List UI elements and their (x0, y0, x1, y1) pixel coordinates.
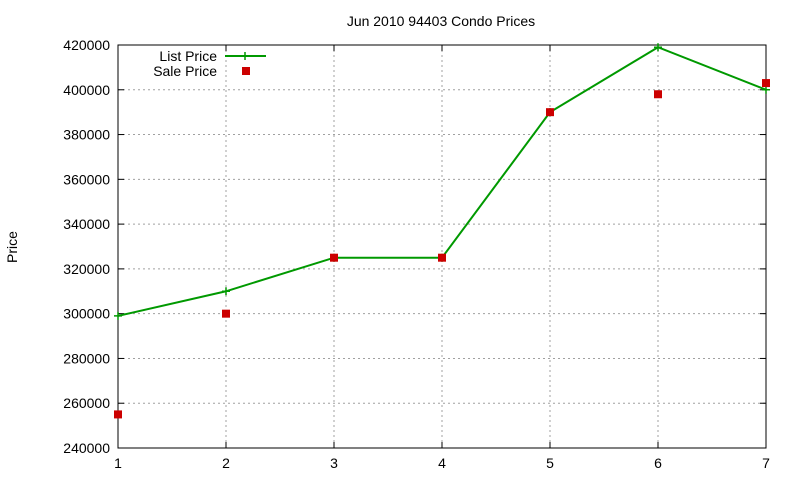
y-tick-label: 340000 (63, 216, 110, 232)
legend-label-list-price: List Price (159, 48, 217, 64)
sale-price-point (330, 253, 338, 262)
list-price-point (222, 287, 230, 296)
legend-label-sale-price: Sale Price (153, 63, 217, 79)
y-tick-label: 380000 (63, 127, 110, 143)
y-tick-label: 240000 (63, 440, 110, 456)
x-tick-label: 1 (114, 455, 122, 471)
x-tick-label: 3 (330, 455, 338, 471)
x-tick-label: 2 (222, 455, 230, 471)
y-tick-label: 260000 (63, 395, 110, 411)
y-axis-label: Price (4, 231, 20, 263)
list-price-point (654, 43, 662, 52)
x-tick-label: 7 (762, 455, 770, 471)
series-group (114, 43, 770, 419)
legend-marker-list-price (241, 52, 249, 60)
chart-title: Jun 2010 94403 Condo Prices (347, 13, 535, 29)
y-tick-label: 280000 (63, 350, 110, 366)
sale-price-point (546, 108, 554, 117)
y-tick-label: 320000 (63, 261, 110, 277)
sale-price-point (762, 79, 770, 88)
plot-frame (117, 44, 767, 449)
sale-price-point (114, 410, 122, 419)
y-tick-label: 360000 (63, 171, 110, 187)
grid (118, 45, 766, 448)
x-tick-label: 6 (654, 455, 662, 471)
x-tick-label: 4 (438, 455, 446, 471)
sale-price-point (654, 90, 662, 99)
y-tick-label: 400000 (63, 82, 110, 98)
sale-price-point (438, 253, 446, 262)
list-price-point (114, 311, 122, 320)
legend-symbol-sale-price (242, 67, 250, 75)
list-price-point (762, 85, 770, 94)
sale-price-point (222, 309, 230, 318)
y-tick-label: 300000 (63, 306, 110, 322)
x-tick-label: 5 (546, 455, 554, 471)
axis-ticks: 240000 260000 280000 300000 320000 340000 3600… (63, 37, 770, 471)
legend: List Price Sale Price (153, 48, 266, 79)
y-tick-label: 420000 (63, 37, 110, 53)
